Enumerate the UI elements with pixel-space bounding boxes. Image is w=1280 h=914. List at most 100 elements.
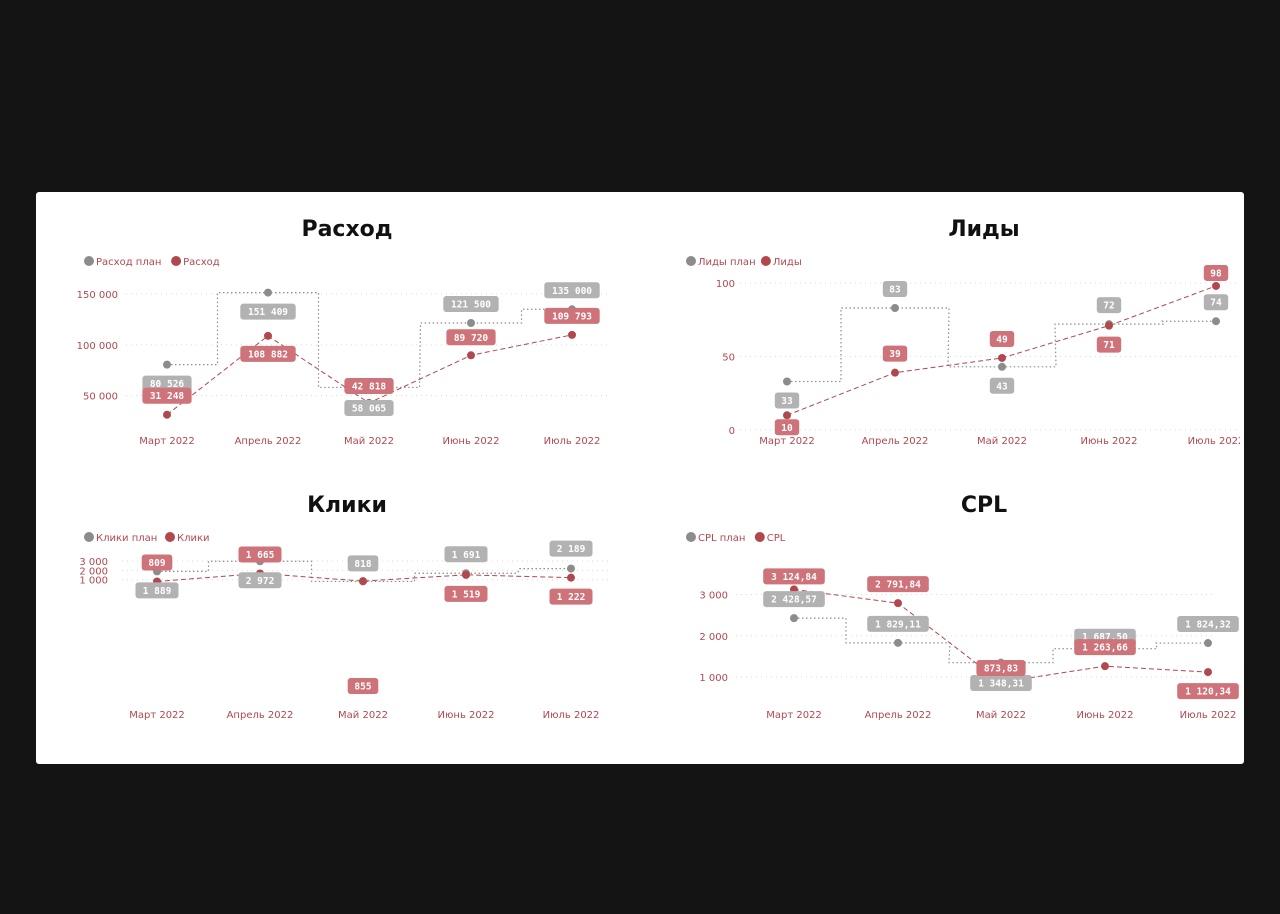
legend-marker (760, 256, 771, 266)
y-tick-label: 1 000 (699, 673, 728, 684)
svg-text:74: 74 (1210, 298, 1222, 309)
legend-label: Клики план (96, 533, 157, 544)
actual-data-label: 1 519 (444, 585, 488, 602)
actual-point (163, 410, 171, 419)
svg-text:1 691: 1 691 (452, 550, 481, 561)
plan-data-label: 83 (882, 280, 908, 297)
svg-text:121 500: 121 500 (451, 299, 491, 310)
actual-point (1212, 281, 1220, 290)
x-tick-label: Май 2022 (338, 710, 388, 721)
svg-text:2 428,57: 2 428,57 (771, 595, 817, 606)
actual-data-label: 3 124,84 (763, 568, 825, 585)
y-tick-label: 2 000 (699, 632, 728, 643)
plan-point (1212, 317, 1220, 326)
legend-marker (754, 532, 765, 542)
svg-text:109 793: 109 793 (552, 311, 592, 322)
svg-text:10: 10 (781, 423, 793, 434)
y-tick-label: 50 000 (83, 392, 118, 403)
svg-text:43: 43 (996, 381, 1008, 392)
actual-point (462, 570, 470, 579)
x-tick-label: Май 2022 (977, 436, 1027, 447)
chart-cpl: CPL CPL план CPL 1 000 2 000 3 000 Март 2022 Ап… (686, 493, 1239, 721)
svg-text:72: 72 (1103, 301, 1114, 312)
actual-data-label: 1 222 (549, 588, 593, 605)
svg-text:1 519: 1 519 (452, 589, 481, 600)
plan-data-label: 1 829,11 (867, 615, 929, 632)
plan-line (167, 292, 572, 389)
svg-text:71: 71 (1103, 340, 1115, 351)
plan-data-label: 2 428,57 (763, 591, 825, 608)
svg-text:1 665: 1 665 (246, 550, 275, 561)
legend-label: Лиды план (698, 257, 756, 268)
actual-point (359, 577, 367, 586)
plan-data-label: 121 500 (443, 295, 499, 312)
chart-leads: Лиды Лиды план Лиды 0 50 100 Март 2022 Апрель 2… (686, 217, 1240, 447)
actual-data-label: 31 248 (142, 387, 192, 404)
svg-text:818: 818 (354, 559, 371, 570)
y-tick-label: 1 000 (79, 576, 108, 587)
dashboard-panel: Расход Расход план Расход 50 000 100 000 150 … (36, 192, 1244, 764)
x-tick-label: Март 2022 (129, 710, 185, 721)
actual-data-label: 1 120,34 (1177, 683, 1239, 700)
plan-data-label: 72 (1096, 297, 1122, 314)
actual-data-label: 42 818 (344, 378, 394, 394)
plan-point (998, 362, 1006, 371)
svg-text:98: 98 (1210, 268, 1222, 279)
svg-text:89 720: 89 720 (454, 333, 489, 344)
chart-expenses: Расход Расход план Расход 50 000 100 000 150 … (77, 217, 610, 447)
actual-point (1204, 668, 1212, 677)
x-tick-label: Март 2022 (139, 436, 195, 447)
actual-point (567, 573, 575, 582)
actual-point (1101, 662, 1109, 671)
actual-data-label: 1 263,66 (1074, 639, 1136, 656)
x-tick-label: Июнь 2022 (1081, 436, 1138, 447)
plan-data-label: 135 000 (544, 282, 600, 299)
actual-data-label: 71 (1096, 336, 1122, 353)
chart-title: CPL (961, 493, 1007, 518)
svg-text:1 348,31: 1 348,31 (978, 679, 1024, 690)
actual-data-label: 2 791,84 (867, 576, 929, 593)
chart-title: Клики (307, 493, 387, 518)
legend-marker (686, 256, 696, 266)
svg-text:1 263,66: 1 263,66 (1082, 643, 1128, 654)
svg-text:1 829,11: 1 829,11 (875, 619, 921, 630)
x-tick-label: Май 2022 (344, 436, 394, 447)
plan-data-label: 80 526 (142, 375, 192, 392)
plan-point (264, 288, 272, 297)
plan-data-label: 2 972 (238, 572, 282, 589)
y-tick-label: 50 (722, 353, 735, 364)
svg-text:33: 33 (781, 396, 793, 407)
svg-text:1 120,34: 1 120,34 (1185, 687, 1231, 698)
actual-point (568, 330, 576, 339)
actual-data-label: 1 665 (238, 546, 282, 563)
plan-data-label: 2 189 (549, 540, 593, 557)
y-tick-label: 2 000 (79, 566, 108, 577)
svg-text:3 124,84: 3 124,84 (771, 572, 817, 583)
svg-text:2 189: 2 189 (557, 544, 586, 555)
svg-text:1 687,50: 1 687,50 (1082, 632, 1128, 643)
plan-data-label: 151 409 (240, 303, 296, 320)
svg-text:58 065: 58 065 (352, 404, 387, 415)
plan-data-label: 43 (989, 377, 1015, 394)
svg-text:1 824,32: 1 824,32 (1185, 620, 1231, 631)
svg-text:108 882: 108 882 (248, 349, 288, 360)
svg-text:151 409: 151 409 (248, 307, 288, 318)
x-tick-label: Апрель 2022 (865, 710, 932, 721)
legend-label: CPL план (698, 533, 745, 544)
plan-point (1204, 639, 1212, 648)
actual-data-label: 109 793 (544, 307, 600, 324)
actual-point (894, 599, 902, 608)
actual-data-label: 809 (141, 554, 173, 571)
svg-text:809: 809 (148, 558, 165, 569)
actual-data-label: 98 (1203, 264, 1229, 281)
plan-data-label: 74 (1203, 294, 1229, 311)
svg-text:49: 49 (996, 334, 1008, 345)
plan-point (894, 638, 902, 647)
plan-line (794, 617, 1208, 664)
plan-point (467, 318, 475, 327)
plan-point (163, 360, 171, 369)
legend-label: CPL (767, 533, 786, 544)
actual-point (1105, 321, 1113, 330)
plan-data-label: 1 824,32 (1177, 616, 1239, 633)
x-tick-label: Июнь 2022 (1077, 710, 1134, 721)
